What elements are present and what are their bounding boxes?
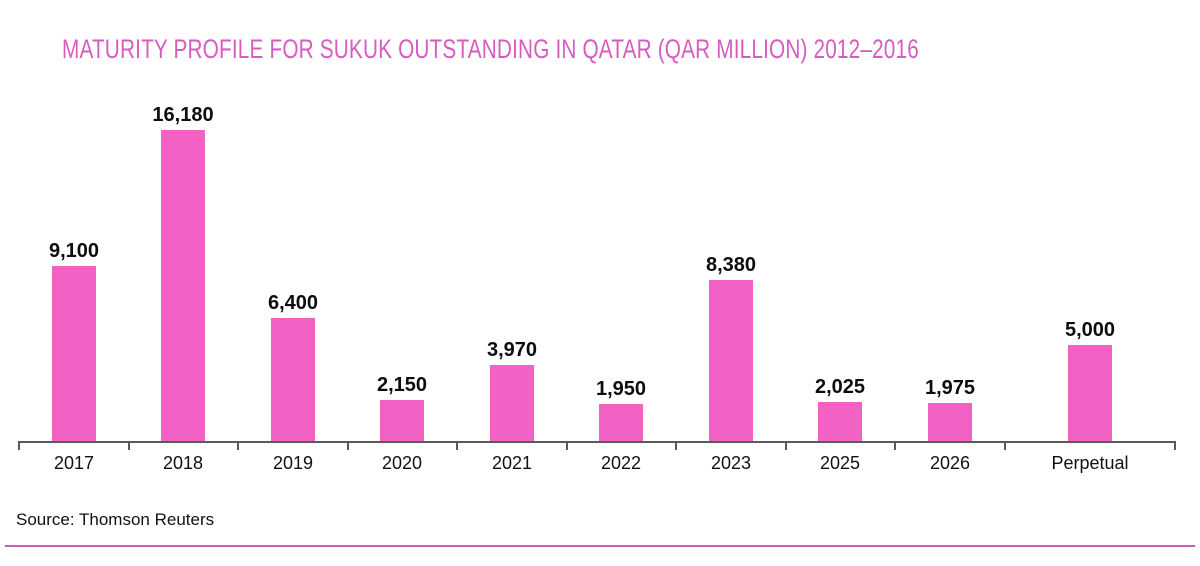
x-axis-tick xyxy=(565,441,568,450)
bar-value-label-2023: 8,380 xyxy=(705,254,757,276)
x-axis-label-2022: 2022 xyxy=(600,453,642,473)
bar-value-label-2019: 6,400 xyxy=(267,292,319,314)
source-text: Source: Thomson Reuters xyxy=(16,510,215,529)
bar-2023 xyxy=(709,280,753,441)
bar-value-label-2017: 9,100 xyxy=(48,240,100,262)
bar-perpetual xyxy=(1068,345,1112,441)
bar-value-label-2018: 16,180 xyxy=(152,104,214,126)
x-axis-tick xyxy=(456,441,458,450)
x-axis-label-2017: 2017 xyxy=(53,453,95,473)
x-axis-label-perpetual: Perpetual xyxy=(1051,453,1129,473)
bottom-rule-line xyxy=(5,545,1195,547)
x-axis-tick xyxy=(675,441,677,450)
bar-value-label-2022: 1,950 xyxy=(595,378,647,400)
chart-title: MATURITY PROFILE FOR SUKUK OUTSTANDING I… xyxy=(62,34,919,64)
bar-value-label-perpetual: 5,000 xyxy=(1064,319,1116,341)
x-axis-tick xyxy=(894,441,896,450)
bar-2018 xyxy=(161,130,205,441)
x-axis-label-2023: 2023 xyxy=(710,453,752,473)
bar-2017 xyxy=(52,266,96,441)
x-axis-label-2020: 2020 xyxy=(381,453,423,473)
plot-area: 9,100 2017 16,180 2018 6,400 2019 2,150 2020 3,9… xyxy=(18,104,1176,473)
bar-value-label-2020: 2,150 xyxy=(376,374,428,396)
x-axis-tick xyxy=(1003,441,1006,450)
bar-value-label-2025: 2,025 xyxy=(814,376,866,398)
x-axis-tick xyxy=(237,441,239,450)
x-axis-tick xyxy=(346,441,349,450)
bar-2025 xyxy=(818,402,862,441)
bar-2022 xyxy=(599,404,643,441)
x-axis-line xyxy=(19,441,1175,443)
bar-2019 xyxy=(271,318,315,441)
x-axis-label-2019: 2019 xyxy=(272,453,314,473)
x-axis-tick xyxy=(18,441,20,450)
bar-2026 xyxy=(928,403,972,441)
bar-2020 xyxy=(380,400,424,441)
x-axis-label-2025: 2025 xyxy=(819,453,861,473)
bar-value-label-2021: 3,970 xyxy=(486,339,538,361)
x-axis-tick xyxy=(127,441,130,450)
x-axis-label-2018: 2018 xyxy=(162,453,204,473)
x-axis-tick xyxy=(1173,441,1176,450)
x-axis-label-2021: 2021 xyxy=(491,453,533,473)
x-axis-label-2026: 2026 xyxy=(929,453,971,473)
x-axis-tick xyxy=(784,441,787,450)
bar-value-label-2026: 1,975 xyxy=(924,377,976,399)
bar-2021 xyxy=(490,365,534,441)
